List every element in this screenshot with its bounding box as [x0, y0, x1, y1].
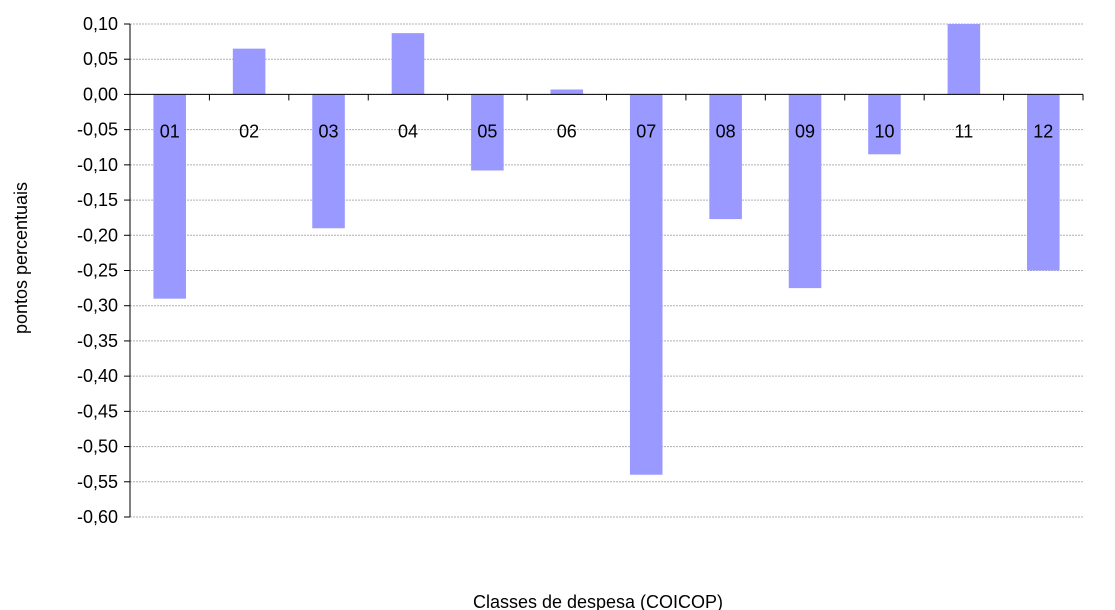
y-tick-label: -0,55	[77, 472, 118, 492]
y-tick-label: -0,40	[77, 366, 118, 386]
bar-12	[1027, 94, 1060, 271]
y-tick-label: -0,35	[77, 331, 118, 351]
x-tick-labels: 01 02 03 04 05 06 07 08 09 10 11 12	[160, 121, 1054, 141]
bar-08	[709, 94, 742, 220]
bar-01	[153, 94, 186, 299]
x-tick-label: 03	[319, 121, 339, 141]
x-tick-label: 01	[160, 121, 180, 141]
bar-09	[788, 94, 822, 289]
axes	[124, 23, 1084, 518]
x-tick-label: 06	[557, 121, 577, 141]
bar-02	[232, 48, 266, 95]
bar-03	[312, 94, 345, 229]
y-tick-label: -0,30	[77, 296, 118, 316]
bar-10	[868, 94, 901, 155]
bars	[153, 24, 1060, 475]
y-tick-label: 0,10	[83, 14, 118, 34]
x-tick-label: 08	[716, 121, 736, 141]
y-tick-label: 0,00	[83, 84, 118, 104]
x-tick-label: 04	[398, 121, 418, 141]
y-tick-label: 0,05	[83, 49, 118, 69]
y-tick-label: -0,15	[77, 190, 118, 210]
x-tick-label: 02	[239, 121, 259, 141]
y-tick-label: -0,45	[77, 401, 118, 421]
y-tick-labels: 0,10 0,05 0,00 -0,05 -0,10 -0,15 -0,20 -0,25 -0,…	[77, 14, 118, 527]
y-tick-label: -0,05	[77, 120, 118, 140]
y-tick-label: -0,25	[77, 261, 118, 281]
bar-04	[391, 33, 425, 95]
bar-06	[550, 89, 584, 95]
x-tick-label: 11	[955, 121, 974, 141]
x-axis-title: Classes de despesa (COICOP)	[473, 592, 723, 610]
bar-07	[629, 94, 663, 475]
y-axis-title: pontos percentuais	[11, 182, 31, 334]
x-tick-label: 07	[636, 121, 656, 141]
x-tick-label: 05	[477, 121, 497, 141]
y-tick-label: -0,50	[77, 437, 118, 457]
y-tick-label: -0,10	[77, 155, 118, 175]
bar-11	[947, 24, 981, 95]
y-tick-label: -0,20	[77, 225, 118, 245]
x-tick-label: 10	[874, 121, 894, 141]
bar-05	[471, 94, 504, 171]
y-tick-label: -0,60	[77, 507, 118, 527]
x-tick-label: 09	[795, 121, 815, 141]
x-tick-label: 12	[1033, 121, 1053, 141]
